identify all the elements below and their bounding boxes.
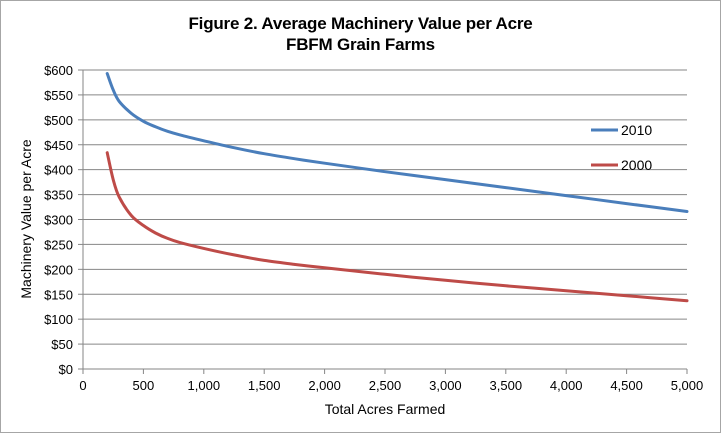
y-tick-label: $450: [44, 138, 73, 153]
legend-label-2000: 2000: [621, 157, 652, 173]
y-tick-label: $500: [44, 113, 73, 128]
x-tick-labels: 0 500 1,000 1,500 2,000 2,500 3,000 3,500 4,000 4…: [79, 378, 703, 393]
axes: [78, 69, 688, 374]
legend: 2010 2000: [591, 122, 652, 173]
gridlines: [83, 69, 687, 345]
series-line-2000: [105, 151, 689, 303]
series-line-2010: [105, 72, 689, 213]
x-tick-label: 2,500: [369, 378, 402, 393]
y-tick-label: $550: [44, 88, 73, 103]
x-tick-label: 0: [79, 378, 86, 393]
legend-label-2010: 2010: [621, 122, 652, 138]
y-tick-label: $600: [44, 63, 73, 78]
x-tick-label: 1,500: [248, 378, 281, 393]
y-tick-label: $50: [51, 337, 73, 352]
y-tick-label: $250: [44, 237, 73, 252]
series-lines: [105, 72, 689, 303]
y-tick-label: $350: [44, 188, 73, 203]
x-tick-label: 2,000: [308, 378, 341, 393]
x-tick-label: 4,500: [610, 378, 643, 393]
x-tick-label: 3,500: [490, 378, 523, 393]
x-axis-label: Total Acres Farmed: [325, 401, 446, 417]
y-tick-label: $400: [44, 163, 73, 178]
x-tick-label: 1,000: [188, 378, 221, 393]
y-axis-label: Machinery Value per Acre: [18, 139, 34, 298]
y-tick-label: $100: [44, 312, 73, 327]
x-tick-label: 4,000: [550, 378, 583, 393]
y-tick-label: $300: [44, 213, 73, 228]
chart-title: Figure 2. Average Machinery Value per Ac…: [188, 14, 533, 33]
chart-title-block: Figure 2. Average Machinery Value per Ac…: [1, 13, 720, 55]
x-tick-label: 500: [133, 378, 155, 393]
y-tick-labels: $0 $50 $100 $150 $200 $250 $300 $350 $400 $450 $50…: [44, 63, 73, 377]
x-tick-label: 3,000: [429, 378, 462, 393]
y-tick-label: $200: [44, 262, 73, 277]
chart-subtitle: FBFM Grain Farms: [286, 35, 435, 54]
x-tick-label: 5,000: [671, 378, 704, 393]
y-tick-label: $0: [59, 362, 73, 377]
y-tick-label: $150: [44, 287, 73, 302]
